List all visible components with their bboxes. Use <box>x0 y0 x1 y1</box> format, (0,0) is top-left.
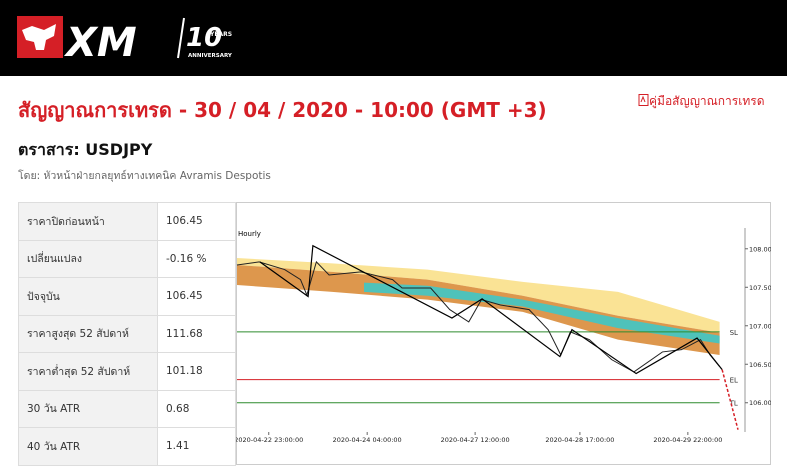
level-label: SL <box>730 329 738 337</box>
indicator-band <box>237 264 720 356</box>
value-cell: 106.45 <box>157 277 236 316</box>
label-cell: ราคาต่ำสุด 52 สัปดาห์ <box>18 352 158 391</box>
label-cell: ปัจจุบัน <box>18 277 158 316</box>
table-row: ปัจจุบัน 106.45 <box>18 277 236 316</box>
y-tick-label: 107.50 <box>749 284 771 292</box>
logo-anniversary: ANNIVERSARY <box>188 53 233 59</box>
indicator-band <box>364 282 720 344</box>
level-label: EL <box>730 377 738 385</box>
x-tick-label: 2020-04-28 17:00:00 <box>545 436 614 444</box>
guide-link-text[interactable]: คู่มือสัญญาณการเทรด <box>649 94 765 108</box>
value-cell: 111.68 <box>157 314 236 353</box>
page-title: สัญญาณการเทรด - 30 / 04 / 2020 - 10:00 (… <box>18 98 547 122</box>
indicator-band <box>237 258 720 333</box>
instrument: ตราสาร: USDJPY <box>18 140 153 159</box>
label-cell: ราคาสูงสุด 52 สัปดาห์ <box>18 314 158 353</box>
author: โดย: หัวหน้าฝ่ายกลยุทธ์ทางเทคนิค Avramis… <box>18 170 271 182</box>
zigzag-line <box>259 244 723 375</box>
label-cell: 40 วัน ATR <box>18 427 158 466</box>
x-tick-label: 2020-04-22 23:00:00 <box>236 436 303 444</box>
table-row: เปลี่ยนแปลง -0.16 % <box>18 239 236 278</box>
y-tick-label: 106.50 <box>749 361 771 369</box>
label-cell: เปลี่ยนแปลง <box>18 239 158 278</box>
value-cell: 106.45 <box>157 202 236 241</box>
level-label: TL <box>729 400 738 408</box>
logo-years: 10 <box>186 23 222 53</box>
logo-brand: XM <box>63 20 137 66</box>
y-tick-label: 106.00 <box>749 399 771 407</box>
signal-chart: Hourly SL EL TL 108.00 107.50 107.00 106.50 106.… <box>236 202 771 465</box>
table-row: 30 วัน ATR 0.68 <box>18 389 236 428</box>
value-cell: 101.18 <box>157 352 236 391</box>
guide-link[interactable]: คู่มือสัญญาณการเทรด <box>638 92 765 111</box>
logo-ox <box>22 24 56 50</box>
table-row: ราคาสูงสุด 52 สัปดาห์ 111.68 <box>18 314 236 353</box>
value-cell: -0.16 % <box>157 239 236 278</box>
projection-arrow <box>721 369 739 430</box>
label-cell: 30 วัน ATR <box>18 389 158 428</box>
table-row: ราคาปิดก่อนหน้า 106.45 <box>18 202 236 241</box>
x-tick-label: 2020-04-27 12:00:00 <box>441 436 510 444</box>
value-cell: 0.68 <box>157 389 236 428</box>
pdf-icon <box>638 94 649 106</box>
table-row: 40 วัน ATR 1.41 <box>18 427 236 466</box>
logo-years-word: YEARS <box>209 31 232 38</box>
stats-table: ราคาปิดก่อนหน้า 106.45 เปลี่ยนแปลง -0.16 % ป… <box>18 202 236 466</box>
y-tick-label: 107.00 <box>749 322 771 330</box>
table-row: ราคาต่ำสุด 52 สัปดาห์ 101.18 <box>18 352 236 391</box>
timeframe: Hourly <box>238 230 261 238</box>
y-tick-label: 108.00 <box>749 245 771 253</box>
x-tick-label: 2020-04-29 22:00:00 <box>653 436 722 444</box>
value-cell: 1.41 <box>157 427 236 466</box>
header: XM 10 YEARS ANNIVERSARY <box>0 0 787 76</box>
label-cell: ราคาปิดก่อนหน้า <box>18 202 158 241</box>
x-tick-label: 2020-04-24 04:00:00 <box>333 436 402 444</box>
logo[interactable]: XM 10 YEARS ANNIVERSARY <box>0 0 260 76</box>
